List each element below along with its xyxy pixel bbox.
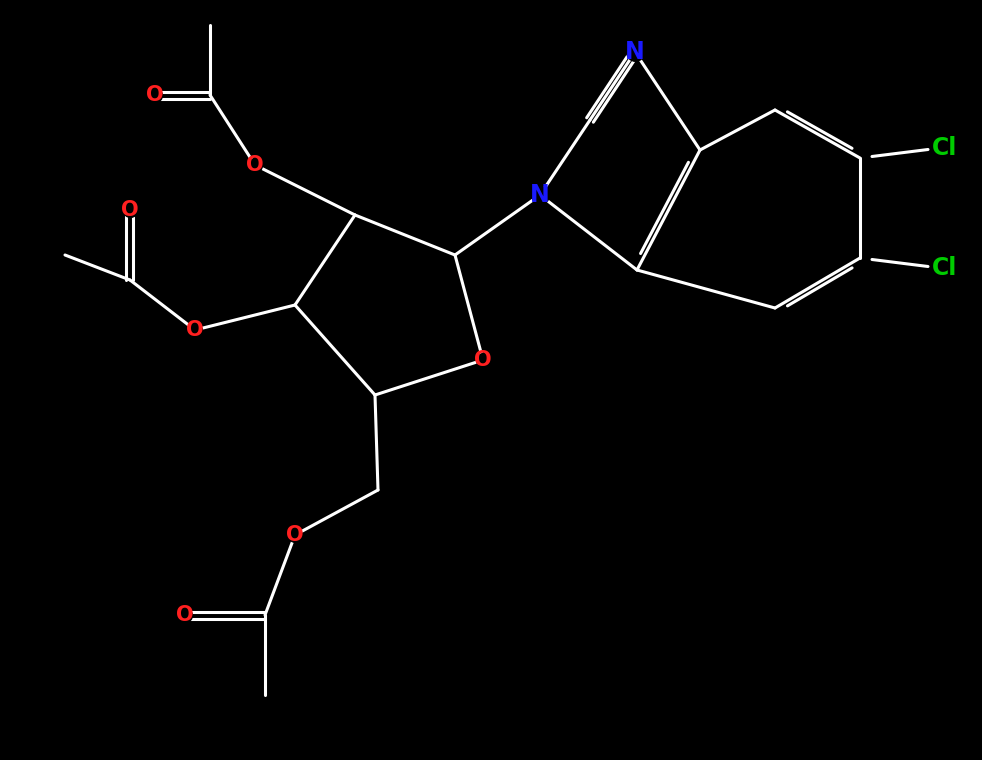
- Text: Cl: Cl: [932, 256, 957, 280]
- Point: [177, 609, 192, 621]
- Text: O: O: [146, 85, 164, 105]
- Text: Cl: Cl: [932, 136, 957, 160]
- Point: [147, 89, 163, 101]
- Text: O: O: [187, 320, 204, 340]
- Text: O: O: [121, 200, 138, 220]
- Point: [532, 189, 548, 201]
- Text: O: O: [286, 525, 303, 545]
- Point: [188, 324, 203, 336]
- Text: N: N: [626, 40, 645, 64]
- Point: [627, 46, 643, 58]
- Text: O: O: [474, 350, 492, 370]
- Point: [247, 159, 263, 171]
- Text: N: N: [530, 183, 550, 207]
- Text: O: O: [246, 155, 264, 175]
- Point: [287, 529, 302, 541]
- Point: [475, 354, 491, 366]
- Text: O: O: [176, 605, 193, 625]
- Point: [122, 204, 137, 216]
